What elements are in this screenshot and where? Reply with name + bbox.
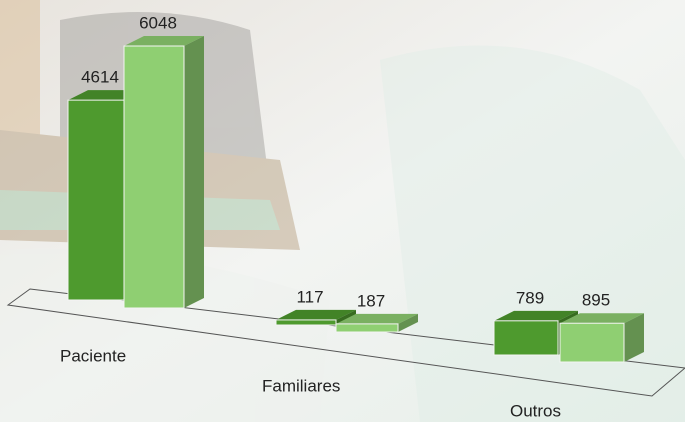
bar [67, 99, 125, 301]
bar [123, 45, 185, 309]
data-label: 6048 [139, 13, 177, 32]
data-label: 117 [296, 287, 323, 306]
bar [275, 319, 337, 326]
data-label: 789 [516, 288, 544, 307]
bar-top [494, 310, 578, 321]
bar-side [336, 309, 356, 325]
data-label: 4614 [81, 68, 119, 87]
bar-top [336, 313, 418, 324]
category-label: Paciente [60, 346, 126, 365]
floor [6, 288, 685, 397]
bar-side [624, 313, 644, 362]
category-label: Outros [510, 401, 561, 420]
bar-side [184, 36, 204, 308]
data-label: 895 [582, 291, 610, 310]
category-label: Familiares [262, 376, 340, 395]
bar-top [124, 36, 204, 46]
bar-side [398, 313, 418, 332]
bar [559, 322, 625, 363]
data-label: 187 [357, 291, 385, 310]
bar [493, 320, 559, 356]
bar-top [560, 313, 644, 324]
bar [335, 323, 399, 333]
bar-top [276, 309, 356, 320]
